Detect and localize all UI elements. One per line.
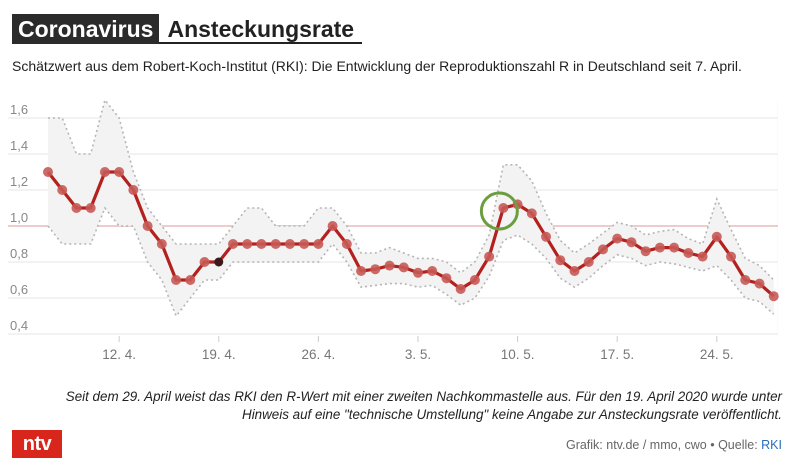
data-point	[469, 275, 480, 285]
data-point	[669, 242, 680, 253]
data-point	[640, 246, 651, 257]
data-point	[612, 233, 623, 244]
data-point	[498, 203, 509, 213]
data-point	[99, 167, 110, 177]
data-point	[114, 167, 125, 177]
x-tick-label: 17. 5.	[600, 347, 634, 362]
y-tick-label: 1,0	[10, 210, 28, 225]
data-point	[555, 255, 566, 266]
data-point	[327, 221, 338, 231]
data-point	[370, 264, 381, 275]
data-point	[569, 266, 580, 276]
ntv-logo[interactable]: ntv	[12, 430, 62, 458]
data-point	[227, 239, 238, 249]
data-point	[43, 167, 53, 177]
y-tick-label: 0,8	[10, 246, 28, 261]
data-point	[356, 266, 367, 276]
y-tick-label: 1,6	[10, 102, 28, 117]
highlight-circle	[479, 191, 519, 231]
data-point	[683, 248, 694, 258]
data-point	[299, 239, 310, 249]
chart-footnote: Seit dem 29. April weist das RKI den R-W…	[65, 389, 782, 422]
data-point	[384, 260, 395, 271]
series-upper-bound	[48, 98, 775, 281]
data-point	[726, 251, 737, 262]
data-point	[57, 185, 68, 195]
data-point	[398, 262, 409, 273]
credit-source-link[interactable]: RKI	[761, 438, 782, 452]
data-point	[583, 257, 594, 267]
data-point	[740, 275, 751, 285]
y-tick-label: 1,2	[10, 174, 28, 189]
data-point	[270, 239, 281, 249]
data-point	[85, 203, 96, 213]
data-point	[242, 239, 253, 249]
y-tick-label: 0,6	[10, 282, 28, 297]
data-point	[455, 284, 466, 294]
x-tick-label: 26. 4.	[301, 347, 335, 362]
data-point	[654, 242, 665, 253]
x-tick-label: 19. 4.	[202, 347, 236, 362]
data-point	[597, 244, 608, 255]
data-point	[185, 275, 196, 285]
data-point	[256, 239, 267, 249]
source-credit: Grafik: ntv.de / mmo, cwo • Quelle: RKI	[566, 438, 782, 452]
title-main: Coronavirus	[12, 14, 160, 44]
series-lower-bound	[47, 206, 775, 318]
data-point	[526, 208, 537, 219]
y-tick-label: 1,4	[10, 138, 28, 153]
data-point	[199, 257, 210, 267]
chart-subtitle: Schätzwert aus dem Robert-Koch-Institut …	[12, 58, 742, 74]
series-line-r-value	[46, 170, 775, 298]
data-point-missing-report	[214, 257, 224, 267]
y-tick-label: 0,4	[10, 318, 28, 333]
data-point	[142, 221, 153, 231]
data-point	[697, 251, 708, 262]
data-point	[768, 291, 779, 302]
x-tick-label: 3. 5.	[405, 347, 431, 362]
confidence-band	[48, 100, 774, 316]
data-point	[71, 203, 82, 213]
data-point	[171, 275, 182, 285]
data-point	[754, 278, 765, 289]
data-point	[711, 231, 722, 242]
x-tick-label: 12. 4.	[102, 347, 136, 362]
x-tick-label: 10. 5.	[501, 347, 535, 362]
data-point	[284, 239, 295, 249]
data-point	[427, 266, 438, 276]
chart-header: Coronavirus Ansteckungsrate	[12, 14, 363, 44]
data-point	[341, 239, 352, 249]
data-point	[541, 231, 552, 242]
data-point	[441, 273, 452, 284]
data-point	[412, 267, 423, 278]
title-sub: Ansteckungsrate	[159, 14, 363, 44]
data-point	[484, 251, 495, 262]
x-tick-label: 24. 5.	[700, 347, 734, 362]
data-point	[128, 185, 139, 195]
data-point	[626, 237, 637, 248]
data-point	[156, 239, 167, 249]
data-point	[313, 239, 324, 249]
credit-text: Grafik: ntv.de / mmo, cwo • Quelle:	[565, 438, 762, 452]
